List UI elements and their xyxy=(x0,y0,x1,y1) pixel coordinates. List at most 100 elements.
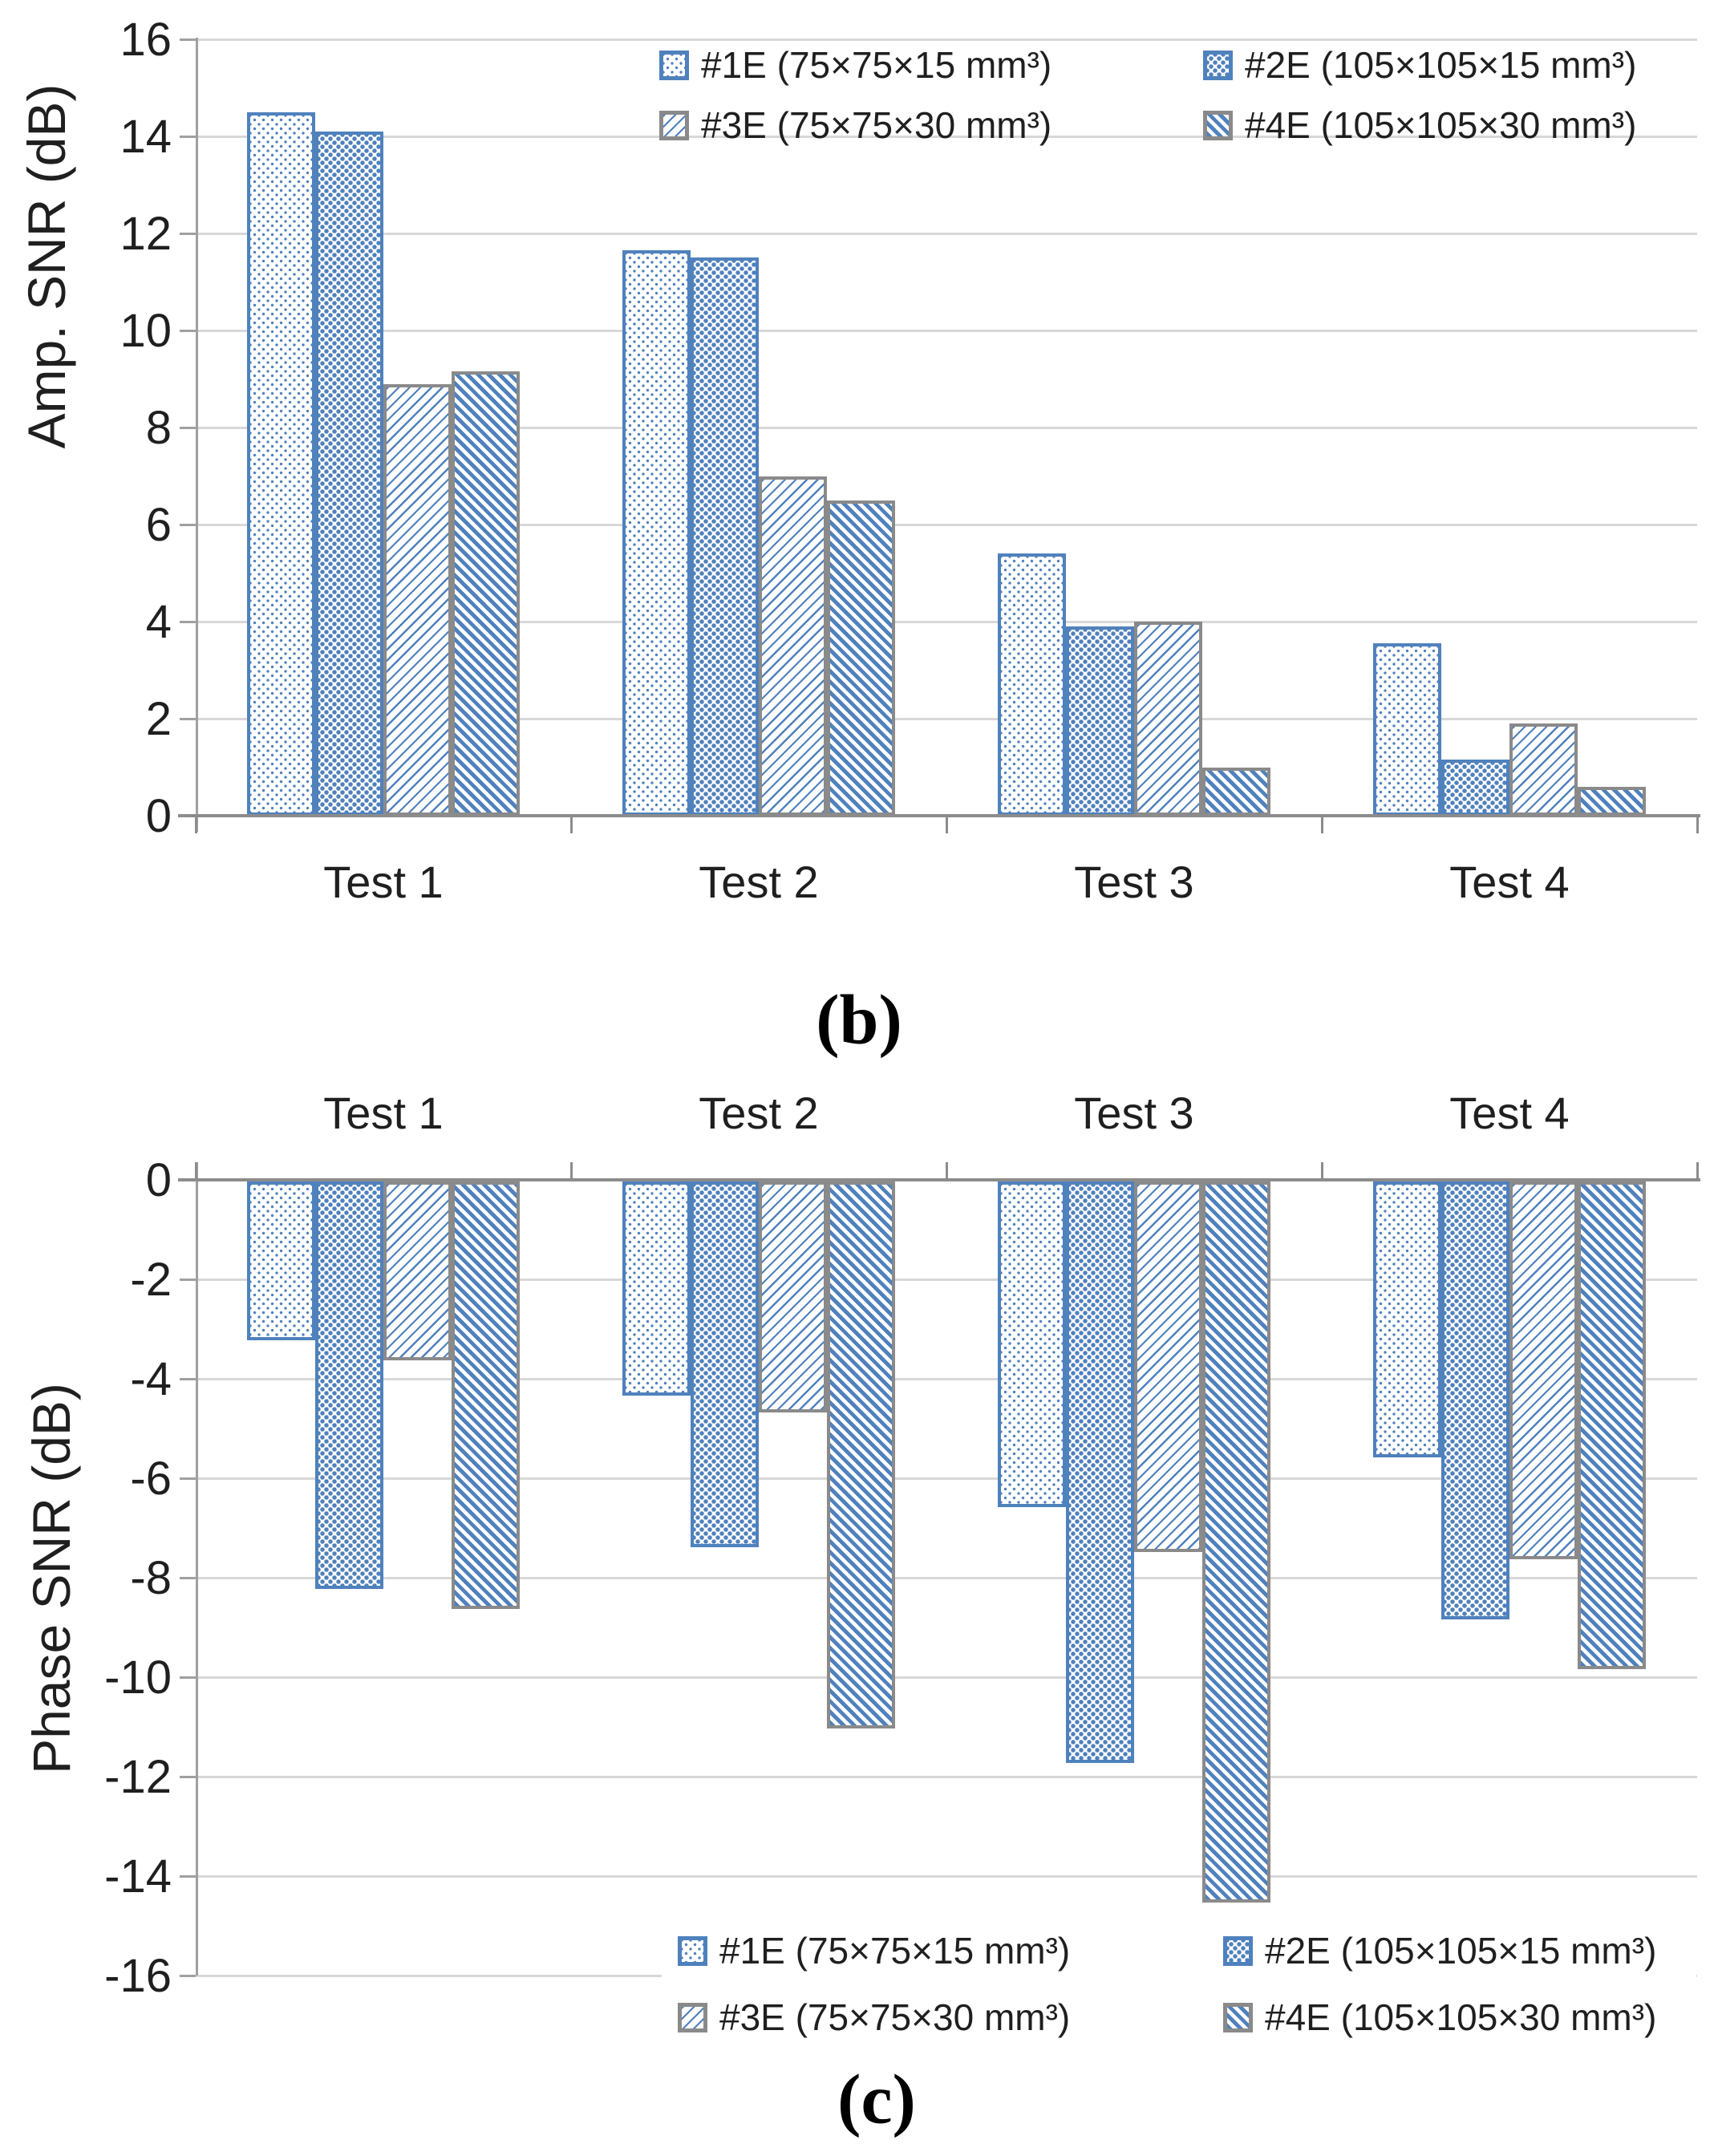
category-label: Test 1 xyxy=(323,1088,444,1138)
y-tick-2 xyxy=(180,718,196,720)
y-tick-label: -16 xyxy=(104,1950,172,2002)
legend-swatch-dots-dense-icon xyxy=(1203,50,1233,80)
category-label: Test 4 xyxy=(1449,1088,1570,1138)
legend-swatch-diag-down-icon xyxy=(1203,110,1233,140)
bar-series4-test1 xyxy=(452,371,520,816)
y-tick-label: 6 xyxy=(145,499,172,551)
legend-background xyxy=(662,1922,1696,2057)
bar-series1-test2 xyxy=(622,1181,691,1396)
x-axis-line xyxy=(178,814,1700,817)
legend-label: #3E (75×75×30 mm³) xyxy=(701,104,1052,146)
bar-series1-test4 xyxy=(1373,1181,1441,1458)
bar-series2-test2 xyxy=(691,1181,759,1547)
x-axis-tick xyxy=(195,1162,197,1180)
y-tick-label: 0 xyxy=(145,1154,172,1206)
legend-item: #3E (75×75×30 mm³) xyxy=(659,103,1051,147)
y-tick--6 xyxy=(180,1477,196,1480)
legend-label: #3E (75×75×30 mm³) xyxy=(719,1996,1071,2038)
gridline--14 xyxy=(196,1875,1697,1878)
legend-label: #4E (105×105×30 mm³) xyxy=(1265,1996,1657,2038)
y-tick-label: 4 xyxy=(145,596,172,648)
y-tick--4 xyxy=(180,1378,196,1380)
bar-series4-test1 xyxy=(452,1181,520,1610)
gridline-2 xyxy=(196,718,1697,720)
bar-series3-test3 xyxy=(1134,622,1202,816)
bar-series2-test1 xyxy=(315,131,383,816)
x-axis-tick xyxy=(1321,1162,1323,1180)
y-tick-label: -14 xyxy=(104,1850,172,1903)
legend-label: #2E (105×105×15 mm³) xyxy=(1245,44,1637,86)
gridline--6 xyxy=(196,1477,1697,1480)
legend-swatch-dots-dense-icon xyxy=(1223,1935,1253,1966)
gridline-4 xyxy=(196,621,1697,623)
x-axis-tick xyxy=(570,816,573,833)
x-axis-tick xyxy=(1321,816,1323,833)
bar-series4-test3 xyxy=(1202,767,1270,816)
bar-series2-test3 xyxy=(1066,1181,1134,1764)
legend-label: #1E (75×75×15 mm³) xyxy=(719,1930,1071,1972)
caption-c: (c) xyxy=(837,2061,916,2139)
legend-label: #4E (105×105×30 mm³) xyxy=(1245,104,1637,146)
bar-series4-test4 xyxy=(1578,786,1646,816)
category-label: Test 2 xyxy=(699,857,819,907)
y-tick--2 xyxy=(180,1279,196,1281)
bar-series1-test2 xyxy=(622,250,691,816)
legend-item: #4E (105×105×30 mm³) xyxy=(1203,103,1636,147)
category-label: Test 4 xyxy=(1449,857,1570,907)
y-tick--8 xyxy=(180,1577,196,1579)
gridline--10 xyxy=(196,1676,1697,1679)
y-tick-label: -12 xyxy=(104,1751,172,1803)
bar-series3-test4 xyxy=(1509,1181,1578,1560)
gridline-12 xyxy=(196,233,1697,235)
y-tick--16 xyxy=(180,1975,196,1977)
legend-item: #1E (75×75×15 mm³) xyxy=(659,43,1051,87)
bar-series1-test3 xyxy=(998,1181,1066,1508)
bar-series2-test4 xyxy=(1441,1181,1509,1619)
y-tick-label: 12 xyxy=(120,208,172,260)
legend-item: #4E (105×105×30 mm³) xyxy=(1223,1996,1656,2039)
bar-series2-test1 xyxy=(315,1181,383,1590)
y-tick-label: 10 xyxy=(120,305,172,357)
legend-item: #3E (75×75×30 mm³) xyxy=(678,1996,1070,2039)
gridline--12 xyxy=(196,1776,1697,1778)
y-tick-16 xyxy=(180,38,196,41)
category-label: Test 3 xyxy=(1074,1088,1194,1138)
gridline--2 xyxy=(196,1279,1697,1281)
legend-swatch-diag-down-icon xyxy=(1223,2002,1253,2032)
y-tick-label: 14 xyxy=(120,111,172,163)
y-tick--14 xyxy=(180,1875,196,1878)
category-label: Test 3 xyxy=(1074,857,1194,907)
legend-swatch-diag-up-icon xyxy=(678,2002,707,2032)
bar-series4-test2 xyxy=(827,500,895,816)
x-axis-tick xyxy=(946,1162,948,1180)
gridline--8 xyxy=(196,1577,1697,1579)
gridline-8 xyxy=(196,427,1697,429)
category-label: Test 1 xyxy=(323,857,444,907)
bar-series1-test4 xyxy=(1373,643,1441,816)
y-tick-label: -2 xyxy=(130,1254,172,1306)
bar-series1-test1 xyxy=(247,1181,315,1341)
gridline-10 xyxy=(196,330,1697,332)
y-tick--10 xyxy=(180,1676,196,1679)
bar-series3-test1 xyxy=(383,1181,452,1361)
y-tick-label: 2 xyxy=(145,693,172,745)
y-tick-6 xyxy=(180,524,196,526)
gridline-14 xyxy=(196,136,1697,138)
legend-swatch-dots-fine-icon xyxy=(678,1935,707,1966)
bar-series2-test4 xyxy=(1441,760,1509,816)
y-tick-label: 0 xyxy=(145,790,172,842)
bar-series4-test3 xyxy=(1202,1181,1270,1903)
y-tick-label: 16 xyxy=(120,14,172,66)
caption-b: (b) xyxy=(816,981,902,1060)
x-axis-tick xyxy=(1696,1162,1699,1180)
bar-series3-test1 xyxy=(383,383,452,816)
y-tick-label: -10 xyxy=(104,1651,172,1704)
y-tick-label: -8 xyxy=(130,1552,172,1604)
y-tick-4 xyxy=(180,621,196,623)
x-axis-tick xyxy=(570,1162,573,1180)
legend-swatch-diag-up-icon xyxy=(659,110,689,140)
bar-series4-test2 xyxy=(827,1181,895,1728)
gridline-6 xyxy=(196,524,1697,526)
x-axis-tick xyxy=(946,816,948,833)
